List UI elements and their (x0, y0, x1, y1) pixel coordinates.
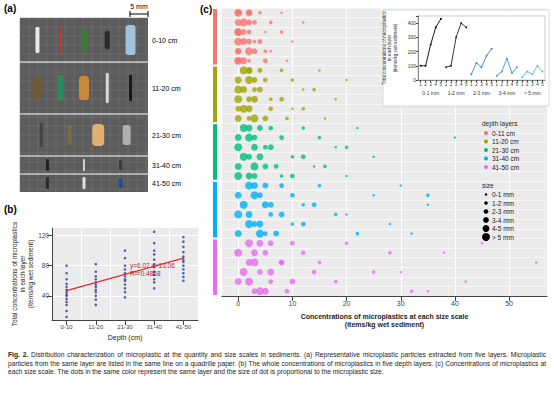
svg-text:5: 5 (541, 82, 544, 87)
svg-text:5: 5 (516, 82, 519, 87)
svg-text:1: 1 (419, 82, 422, 87)
svg-text:Depth (cm): Depth (cm) (108, 334, 143, 342)
svg-text:400: 400 (408, 20, 417, 26)
svg-text:3: 3 (480, 82, 483, 87)
svg-text:y=6.07 x+13.06: y=6.07 x+13.06 (130, 262, 175, 270)
svg-text:11-20 cm: 11-20 cm (152, 85, 181, 92)
svg-text:4: 4 (460, 82, 463, 87)
svg-text:size: size (482, 182, 494, 189)
svg-text:2: 2 (475, 82, 478, 87)
svg-text:11-20: 11-20 (88, 324, 104, 330)
svg-text:depth layers: depth layers (482, 120, 518, 128)
svg-text:3: 3 (506, 82, 509, 87)
svg-text:0-11 cm: 0-11 cm (492, 130, 515, 137)
svg-text:1: 1 (521, 82, 524, 87)
svg-text:> 5 mm: > 5 mm (524, 90, 541, 96)
svg-text:Total concentrations of microp: Total concentrations of microplastics (11, 221, 19, 326)
svg-text:41-50: 41-50 (176, 324, 192, 330)
svg-text:in each layer: in each layer (387, 35, 392, 62)
svg-text:80: 80 (42, 262, 50, 269)
svg-text:3-4 mm: 3-4 mm (498, 90, 515, 96)
svg-text:100: 100 (408, 63, 417, 69)
svg-text:0: 0 (236, 300, 240, 307)
svg-text:0-10 cm: 0-10 cm (152, 37, 177, 44)
svg-text:4: 4 (485, 82, 488, 87)
svg-text:31-40 cm: 31-40 cm (152, 162, 181, 169)
svg-text:(items/kg wet sediment): (items/kg wet sediment) (27, 240, 35, 309)
svg-text:41-50 cm: 41-50 cm (152, 180, 181, 187)
svg-text:21-30: 21-30 (117, 324, 133, 330)
svg-text:3: 3 (429, 82, 432, 87)
svg-text:1: 1 (445, 82, 448, 87)
svg-text:4: 4 (435, 82, 438, 87)
svg-text:2: 2 (424, 82, 427, 87)
svg-text:4-5 mm: 4-5 mm (492, 225, 514, 232)
svg-text:Concentrations of microplastic: Concentrations of microplastics at each … (301, 313, 469, 321)
svg-text:0-10: 0-10 (61, 324, 74, 330)
svg-text:20: 20 (343, 300, 351, 307)
svg-text:120: 120 (38, 232, 49, 239)
svg-text:(items/kg wet sediment): (items/kg wet sediment) (345, 321, 424, 329)
svg-text:21-30 cm: 21-30 cm (492, 147, 519, 154)
svg-text:(b): (b) (4, 204, 17, 215)
svg-text:3: 3 (531, 82, 534, 87)
svg-text:3-4 mm: 3-4 mm (492, 217, 514, 224)
svg-text:4: 4 (511, 82, 514, 87)
svg-text:50: 50 (505, 300, 513, 307)
svg-text:2-3 mm: 2-3 mm (473, 90, 490, 96)
svg-text:2: 2 (526, 82, 529, 87)
svg-text:(items/kg wet sediment): (items/kg wet sediment) (393, 23, 398, 72)
svg-text:1: 1 (495, 82, 498, 87)
svg-text:31-40 cm: 31-40 cm (492, 155, 519, 162)
svg-text:0: 0 (413, 77, 416, 83)
svg-text:5: 5 (465, 82, 468, 87)
svg-text:30: 30 (397, 300, 405, 307)
svg-text:2: 2 (501, 82, 504, 87)
svg-text:2: 2 (450, 82, 453, 87)
svg-text:> 5 mm: > 5 mm (492, 234, 514, 241)
svg-text:0-1 mm: 0-1 mm (492, 191, 514, 198)
svg-text:31-40: 31-40 (147, 324, 163, 330)
svg-text:300: 300 (408, 34, 417, 40)
svg-text:3: 3 (455, 82, 458, 87)
svg-text:1-2 mm: 1-2 mm (448, 90, 465, 96)
svg-text:5: 5 (490, 82, 493, 87)
svg-text:R²=0.4868: R²=0.4868 (130, 270, 161, 277)
svg-text:Total concentrations of microp: Total concentrations of microplastics (382, 10, 387, 84)
svg-text:2-3 mm: 2-3 mm (492, 208, 514, 215)
svg-text:21-30 cm: 21-30 cm (152, 132, 181, 139)
svg-text:5 mm: 5 mm (130, 3, 148, 10)
svg-text:(c): (c) (200, 4, 212, 15)
svg-text:10: 10 (289, 300, 297, 307)
svg-text:41-50 cm: 41-50 cm (492, 164, 519, 171)
svg-text:1-2 mm: 1-2 mm (492, 200, 514, 207)
svg-text:in each layer: in each layer (19, 255, 27, 293)
svg-text:0-1 mm: 0-1 mm (422, 90, 439, 96)
svg-text:11-20 cm: 11-20 cm (492, 138, 519, 145)
html-text:Fig. 2. Distribution character: Fig. 2. Distribution characterization of… (8, 351, 546, 376)
svg-text:1: 1 (470, 82, 473, 87)
svg-text:4: 4 (536, 82, 539, 87)
svg-text:40: 40 (42, 292, 50, 299)
svg-text:5: 5 (440, 82, 443, 87)
svg-text:(a): (a) (4, 3, 16, 14)
svg-text:40: 40 (451, 300, 459, 307)
svg-text:200: 200 (408, 49, 417, 55)
